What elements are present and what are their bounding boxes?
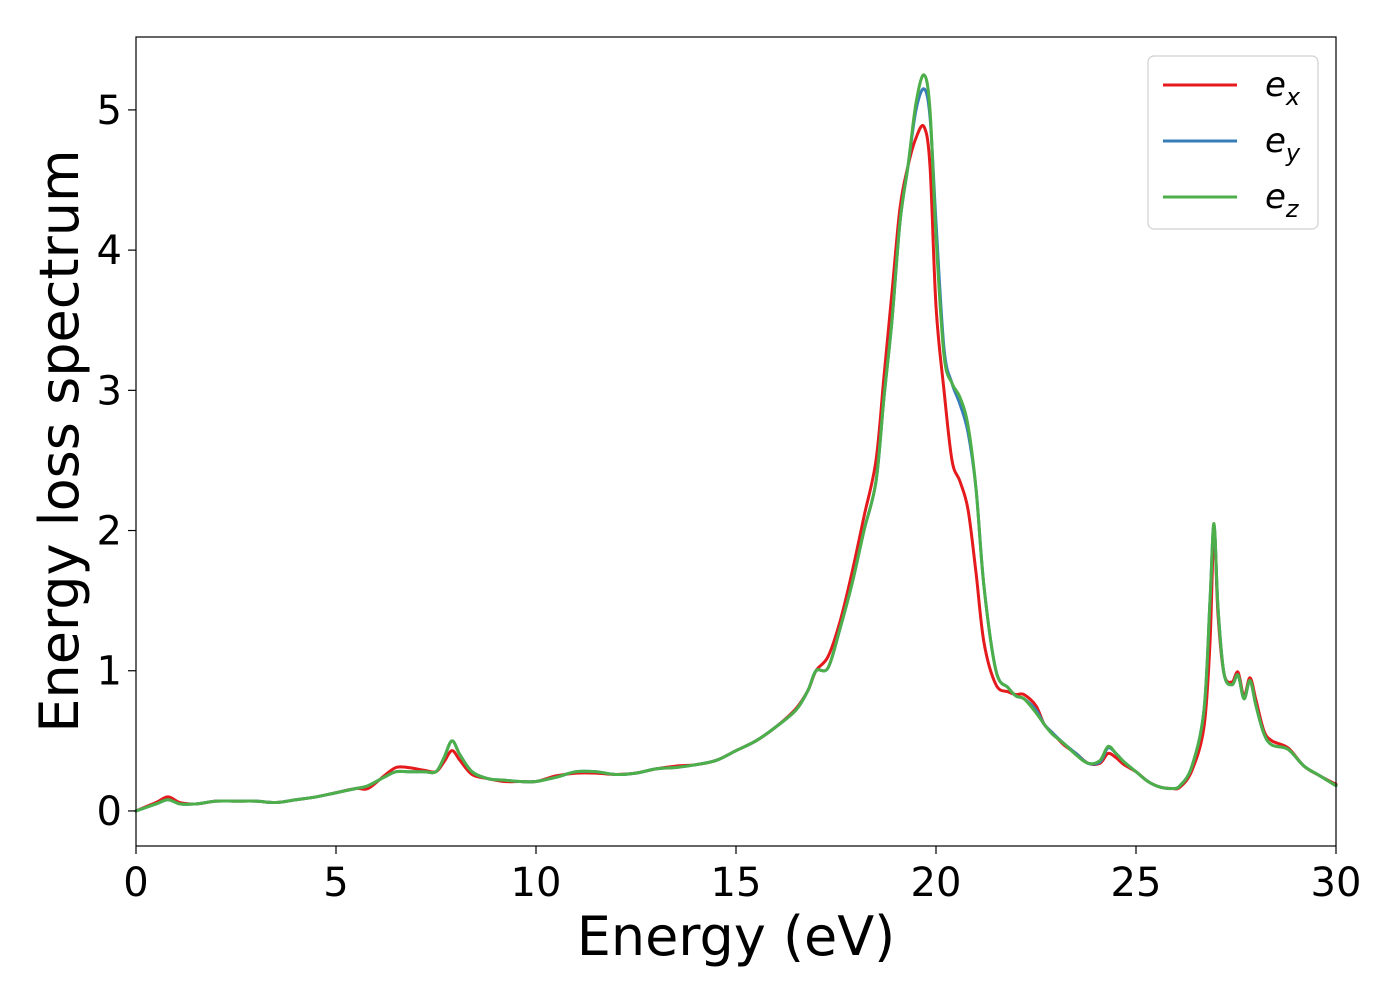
legend: ex ey ez bbox=[1147, 55, 1319, 230]
x-axis-ticks: 0 5 10 15 20 25 30 bbox=[123, 846, 1361, 906]
series-line-e-x bbox=[134, 124, 1338, 813]
y-tick-label: 2 bbox=[97, 509, 122, 555]
legend-label-e-x: ex bbox=[1265, 65, 1301, 111]
x-tick-label: 20 bbox=[911, 860, 962, 906]
series-group bbox=[134, 73, 1338, 813]
legend-label-e-z: ez bbox=[1265, 177, 1300, 223]
x-axis-label: Energy (eV) bbox=[577, 905, 896, 968]
x-tick-label: 0 bbox=[123, 860, 148, 906]
x-tick-label: 30 bbox=[1311, 860, 1362, 906]
y-tick-label: 0 bbox=[97, 789, 122, 835]
x-tick-label: 5 bbox=[323, 860, 348, 906]
plot-area bbox=[136, 37, 1336, 846]
x-tick-label: 10 bbox=[511, 860, 562, 906]
y-axis-label: Energy loss spectrum bbox=[28, 149, 91, 732]
y-tick-label: 3 bbox=[97, 368, 122, 414]
y-axis-ticks: 0 1 2 3 4 5 bbox=[97, 88, 136, 835]
series-line-e-z bbox=[134, 73, 1338, 813]
legend-label-e-y: ey bbox=[1265, 121, 1301, 167]
y-tick-label: 5 bbox=[97, 88, 122, 134]
x-tick-label: 25 bbox=[1111, 860, 1162, 906]
x-tick-label: 15 bbox=[711, 860, 762, 906]
y-tick-label: 1 bbox=[97, 649, 122, 695]
y-tick-label: 4 bbox=[97, 228, 122, 274]
